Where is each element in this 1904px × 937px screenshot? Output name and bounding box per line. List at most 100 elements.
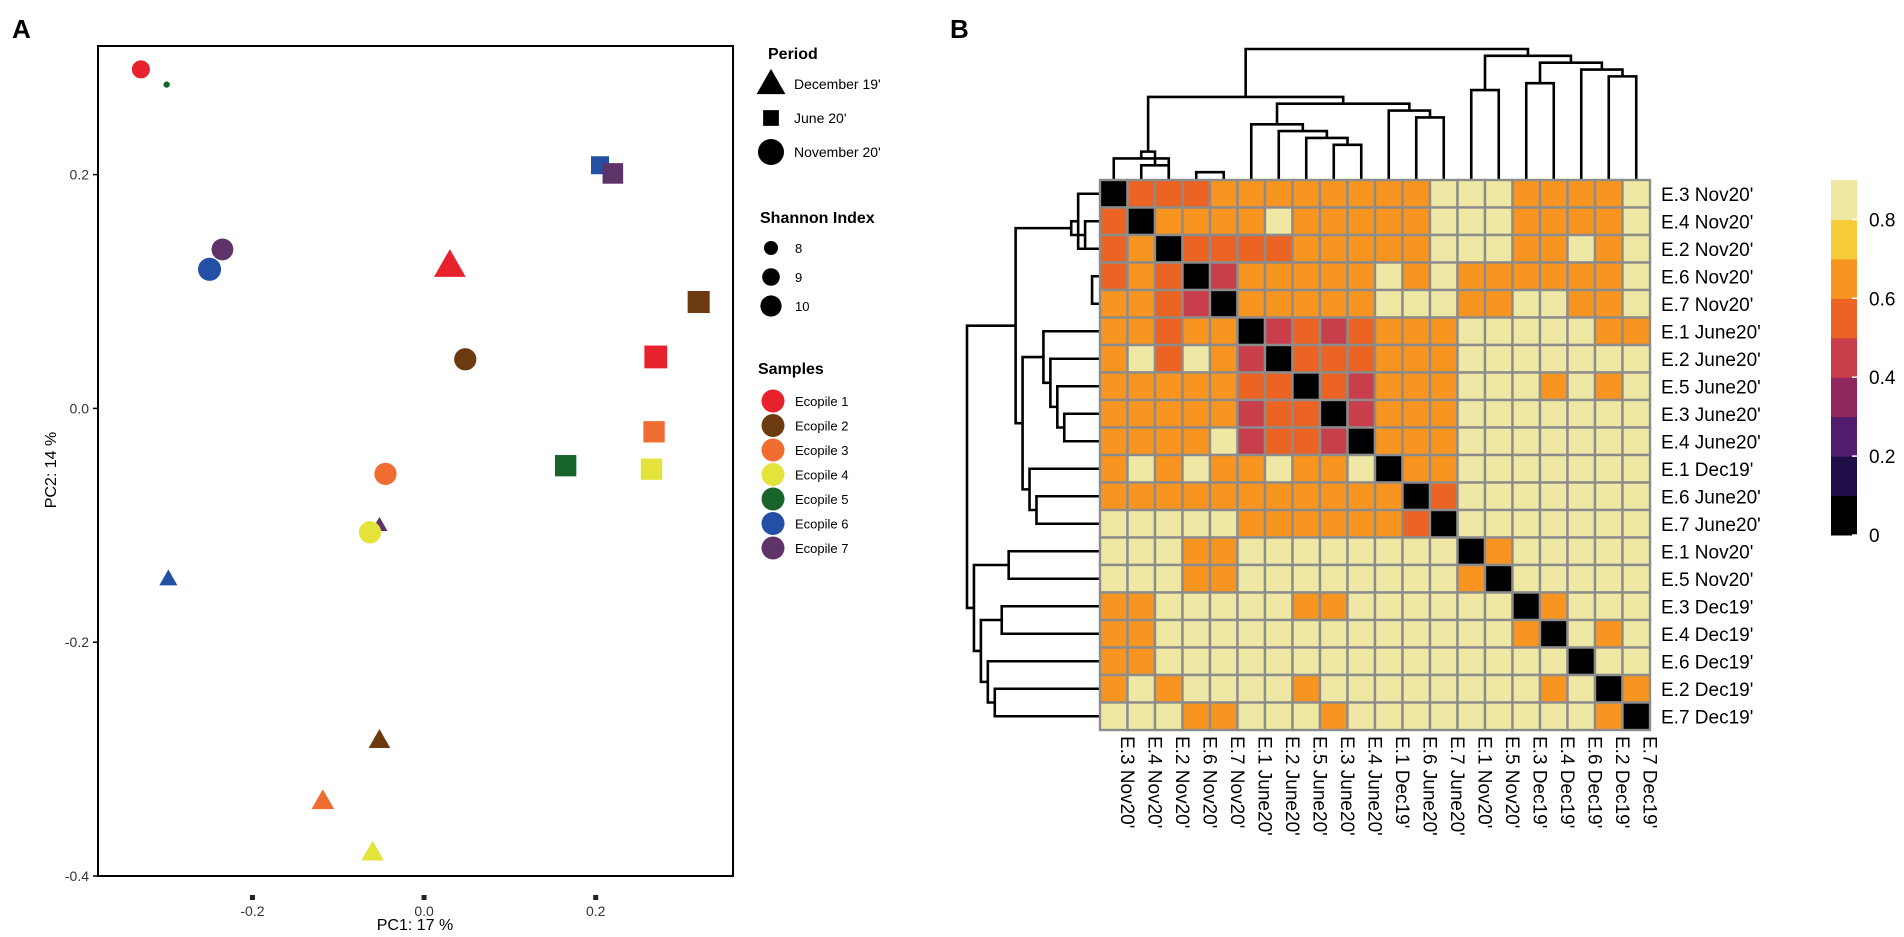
heatmap-cell xyxy=(1346,426,1377,457)
column-dendrogram-branch xyxy=(1332,143,1363,179)
heatmap-cell xyxy=(1153,536,1184,567)
heatmap-column-label: E.7 Dec19' xyxy=(1638,736,1659,828)
heatmap-cell xyxy=(1593,371,1624,402)
heatmap-cell xyxy=(1236,646,1267,677)
heatmap-cell xyxy=(1346,673,1377,704)
heatmap-cell xyxy=(1181,261,1212,292)
heatmap-cell xyxy=(1126,563,1157,594)
heatmap-cell xyxy=(1208,426,1239,457)
heatmap-cell xyxy=(1373,316,1404,347)
heatmap-cell xyxy=(1538,701,1569,732)
pca-point xyxy=(433,249,466,277)
colorbar-tick-label: 0 xyxy=(1869,526,1880,547)
heatmap-cell xyxy=(1236,453,1267,484)
heatmap-row-label: E.6 June20' xyxy=(1661,487,1761,508)
heatmap-cell xyxy=(1291,481,1322,512)
row-dendrogram-branch xyxy=(1000,604,1099,636)
heatmap-cell xyxy=(1346,288,1377,319)
heatmap-cell xyxy=(1291,233,1322,264)
row-dendrogram-branch xyxy=(1076,192,1099,251)
colorbar-segment xyxy=(1831,337,1857,378)
panel-b-label: B xyxy=(950,14,969,44)
heatmap-cell xyxy=(1208,288,1239,319)
heatmap-row-label: E.7 Nov20' xyxy=(1661,295,1753,316)
panel-a-label: A xyxy=(12,14,31,44)
heatmap-cell xyxy=(1483,343,1514,374)
heatmap-cell xyxy=(1263,261,1294,292)
heatmap-cell xyxy=(1428,178,1459,209)
colorbar-segment xyxy=(1831,298,1857,339)
heatmap-cell xyxy=(1126,233,1157,264)
heatmap-cell xyxy=(1236,618,1267,649)
heatmap-cell xyxy=(1538,508,1569,539)
heatmap-cell xyxy=(1373,591,1404,622)
row-dendrogram-branch xyxy=(1028,467,1099,512)
heatmap-cell xyxy=(1153,178,1184,209)
heatmap-cell xyxy=(1593,343,1624,374)
heatmap-cell xyxy=(1566,481,1597,512)
heatmap-cell xyxy=(1401,646,1432,677)
heatmap-cell xyxy=(1428,453,1459,484)
heatmap-cell xyxy=(1373,343,1404,374)
heatmap-cell xyxy=(1511,646,1542,677)
heatmap-cell xyxy=(1566,508,1597,539)
colorbar-tick-label: 0.4 xyxy=(1869,368,1896,389)
heatmap-cell xyxy=(1456,178,1487,209)
column-dendrogram-branch xyxy=(1469,88,1501,179)
heatmap-cell xyxy=(1291,591,1322,622)
heatmap-cell xyxy=(1456,508,1487,539)
heatmap-cell xyxy=(1538,481,1569,512)
heatmap-cell xyxy=(1456,371,1487,402)
heatmap-cell xyxy=(1346,508,1377,539)
heatmap-cell xyxy=(1456,536,1487,567)
heatmap-cell xyxy=(1346,398,1377,429)
heatmap-cell xyxy=(1456,453,1487,484)
colorbar-segment xyxy=(1831,416,1857,457)
legend-period-label: November 20' xyxy=(794,144,881,160)
heatmap-cell xyxy=(1621,453,1652,484)
heatmap-column-label: E.4 June20' xyxy=(1363,736,1384,836)
heatmap-cell xyxy=(1483,481,1514,512)
heatmap-cell xyxy=(1566,316,1597,347)
heatmap-cell xyxy=(1291,536,1322,567)
heatmap-cell xyxy=(1593,178,1624,209)
pca-point xyxy=(454,348,477,371)
heatmap-cell xyxy=(1511,453,1542,484)
heatmap-cell xyxy=(1346,206,1377,237)
heatmap-cell xyxy=(1428,563,1459,594)
pca-y-axis-label: PC2: 14 % xyxy=(43,432,60,508)
heatmap-cell xyxy=(1181,673,1212,704)
heatmap-column-label: E.6 Nov20' xyxy=(1198,736,1219,828)
heatmap-cell xyxy=(1621,426,1652,457)
pca-points xyxy=(131,60,710,861)
heatmap-cell xyxy=(1593,426,1624,457)
heatmap-cell xyxy=(1098,618,1129,649)
heatmap-cell xyxy=(1401,288,1432,319)
column-dendrogram-branch xyxy=(1607,75,1638,179)
heatmap-cell xyxy=(1291,343,1322,374)
heatmap-cell xyxy=(1621,261,1652,292)
heatmap-cell xyxy=(1511,288,1542,319)
heatmap-cell xyxy=(1153,426,1184,457)
heatmap-cell xyxy=(1593,701,1624,732)
heatmap-column-label: E.7 June20' xyxy=(1446,736,1467,836)
legend-samples: Ecopile 1 Ecopile 2 Ecopile 3 Ecopile 4 Ecop… xyxy=(761,389,848,560)
heatmap-cell xyxy=(1346,261,1377,292)
heatmap-cell xyxy=(1456,618,1487,649)
heatmap-cell xyxy=(1483,673,1514,704)
heatmap-row-label: E.2 June20' xyxy=(1661,350,1761,371)
heatmap-cell xyxy=(1236,591,1267,622)
column-dendrogram-branch xyxy=(1194,170,1226,179)
row-dendrogram-branch xyxy=(1042,329,1099,385)
heatmap-cell xyxy=(1511,481,1542,512)
heatmap-cell xyxy=(1483,261,1514,292)
heatmap-cell xyxy=(1263,206,1294,237)
heatmap-cell xyxy=(1511,536,1542,567)
row-dendrogram-branch xyxy=(965,324,1016,610)
row-dendrogram-branch xyxy=(972,563,1009,653)
heatmap-cell xyxy=(1291,398,1322,429)
heatmap-cell xyxy=(1538,178,1569,209)
heatmap-cell xyxy=(1621,233,1652,264)
heatmap-cell xyxy=(1291,701,1322,732)
